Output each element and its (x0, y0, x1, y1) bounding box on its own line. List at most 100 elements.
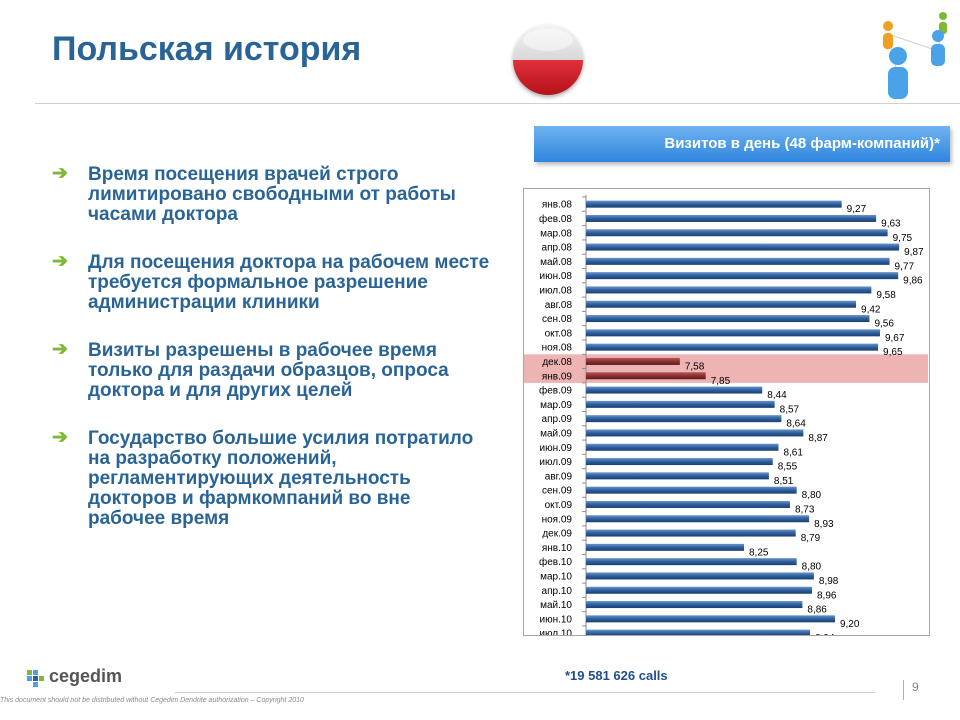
bar-ноя.08 (586, 343, 879, 351)
category-label: июн.09 (539, 443, 572, 454)
category-label: ноя.08 (542, 343, 573, 354)
chart-header: Визитов в день (48 фарм-компаний)* (534, 126, 950, 162)
bar-фев.10 (586, 558, 797, 566)
poland-flag-icon (513, 25, 583, 95)
bar-фев.09 (586, 386, 763, 394)
value-label: 8,57 (780, 404, 800, 415)
category-label: окт.08 (545, 328, 573, 339)
title-divider (35, 103, 960, 104)
category-label: янв.10 (542, 543, 573, 554)
bullet-item: ➔ Время посещения врачей строго лимитиро… (52, 163, 456, 225)
value-label: 8,86 (807, 605, 827, 616)
value-label: 8,79 (801, 533, 821, 544)
value-label: 8,94 (815, 633, 835, 635)
value-label: 9,77 (895, 261, 915, 272)
bar-мар.09 (586, 400, 775, 408)
bar-янв.08 (586, 200, 842, 208)
category-label: сен.08 (542, 314, 572, 325)
category-label: июн.10 (539, 614, 572, 625)
bar-июн.08 (586, 272, 899, 280)
category-label: май.08 (540, 257, 572, 268)
bullet-item: ➔ Государство большие усилия потратило н… (52, 427, 474, 529)
bullet-item: ➔ Визиты разрешены в рабочее время тольк… (52, 339, 449, 401)
arrow-icon: ➔ (52, 251, 68, 272)
bar-сен.08 (586, 315, 870, 323)
bar-авг.08 (586, 300, 857, 308)
value-label: 9,42 (861, 304, 881, 315)
footnote: *19 581 626 calls (565, 668, 668, 683)
value-label: 9,87 (904, 247, 924, 258)
bar-мар.10 (586, 572, 814, 580)
bar-апр.10 (586, 586, 812, 594)
value-label: 9,56 (874, 319, 894, 330)
bar-июл.08 (586, 286, 872, 294)
value-label: 8,87 (808, 433, 828, 444)
category-label: янв.08 (542, 200, 573, 211)
category-label: апр.10 (542, 586, 573, 597)
cegedim-logo-icon (27, 670, 44, 687)
value-label: 8,80 (802, 490, 822, 501)
bar-сен.09 (586, 486, 797, 494)
bar-июн.10 (586, 615, 835, 623)
visits-bar-chart: янв.08 9,27 фев.08 9,63 мар.08 9,75 апр.08 9,87… (523, 188, 930, 636)
category-label: сен.09 (542, 486, 572, 497)
category-label: ноя.09 (542, 514, 573, 525)
value-label: 8,44 (767, 390, 787, 401)
bar-дек.09 (586, 529, 796, 537)
category-label: мар.08 (540, 228, 572, 239)
category-label: май.09 (540, 428, 572, 439)
category-label: мар.09 (540, 400, 572, 411)
bar-мар.08 (586, 229, 888, 237)
value-label: 9,67 (885, 333, 905, 344)
bar-окт.08 (586, 329, 880, 337)
arrow-icon: ➔ (52, 427, 68, 448)
category-label: дек.09 (542, 529, 572, 540)
value-label: 8,25 (749, 547, 769, 558)
bar-май.10 (586, 601, 803, 609)
value-label: 8,55 (778, 462, 798, 473)
page-title: Польская история (52, 30, 362, 68)
category-label: фев.09 (539, 385, 572, 397)
category-label: май.10 (540, 600, 572, 611)
bar-апр.08 (586, 243, 900, 251)
value-label: 9,20 (840, 619, 860, 630)
category-label: авг.09 (545, 471, 573, 482)
value-label: 8,93 (814, 519, 834, 530)
value-label: 8,73 (795, 504, 815, 515)
footer-divider (175, 692, 875, 693)
bar-июл.10 (586, 629, 811, 635)
page-number-separator (903, 680, 904, 700)
bar-май.09 (586, 429, 804, 437)
category-label: окт.09 (545, 500, 573, 511)
bar-июл.09 (586, 458, 773, 466)
bar-дек.08 (586, 357, 680, 365)
value-label: 8,80 (802, 562, 822, 573)
category-label: дек.08 (542, 357, 572, 368)
people-network-icon (883, 12, 947, 99)
bar-май.08 (586, 257, 890, 265)
bar-авг.09 (586, 472, 769, 480)
value-label: 9,75 (893, 233, 913, 244)
category-label: июл.09 (539, 457, 572, 468)
category-label: июл.10 (539, 629, 572, 635)
bar-ноя.09 (586, 515, 810, 523)
category-label: авг.08 (545, 300, 573, 311)
bar-янв.10 (586, 543, 744, 551)
copyright-disclaimer: This document should not be distributed … (0, 697, 304, 704)
value-label: 7,85 (711, 376, 731, 387)
value-label: 8,96 (817, 590, 837, 601)
value-label: 9,27 (847, 204, 867, 215)
category-label: июн.08 (539, 271, 572, 282)
bar-апр.09 (586, 415, 782, 423)
category-label: фев.10 (539, 556, 572, 568)
arrow-icon: ➔ (52, 163, 68, 184)
chart-svg: янв.08 9,27 фев.08 9,63 мар.08 9,75 апр.08 9,87… (524, 195, 928, 635)
bullet-list: ➔ Время посещения врачей строго лимитиро… (52, 163, 492, 557)
bar-окт.09 (586, 500, 790, 508)
category-label: апр.09 (542, 414, 573, 425)
value-label: 8,98 (819, 576, 839, 587)
value-label: 9,86 (903, 276, 923, 287)
value-label: 7,58 (685, 361, 705, 372)
bar-янв.09 (586, 372, 706, 380)
value-label: 8,51 (774, 476, 794, 487)
